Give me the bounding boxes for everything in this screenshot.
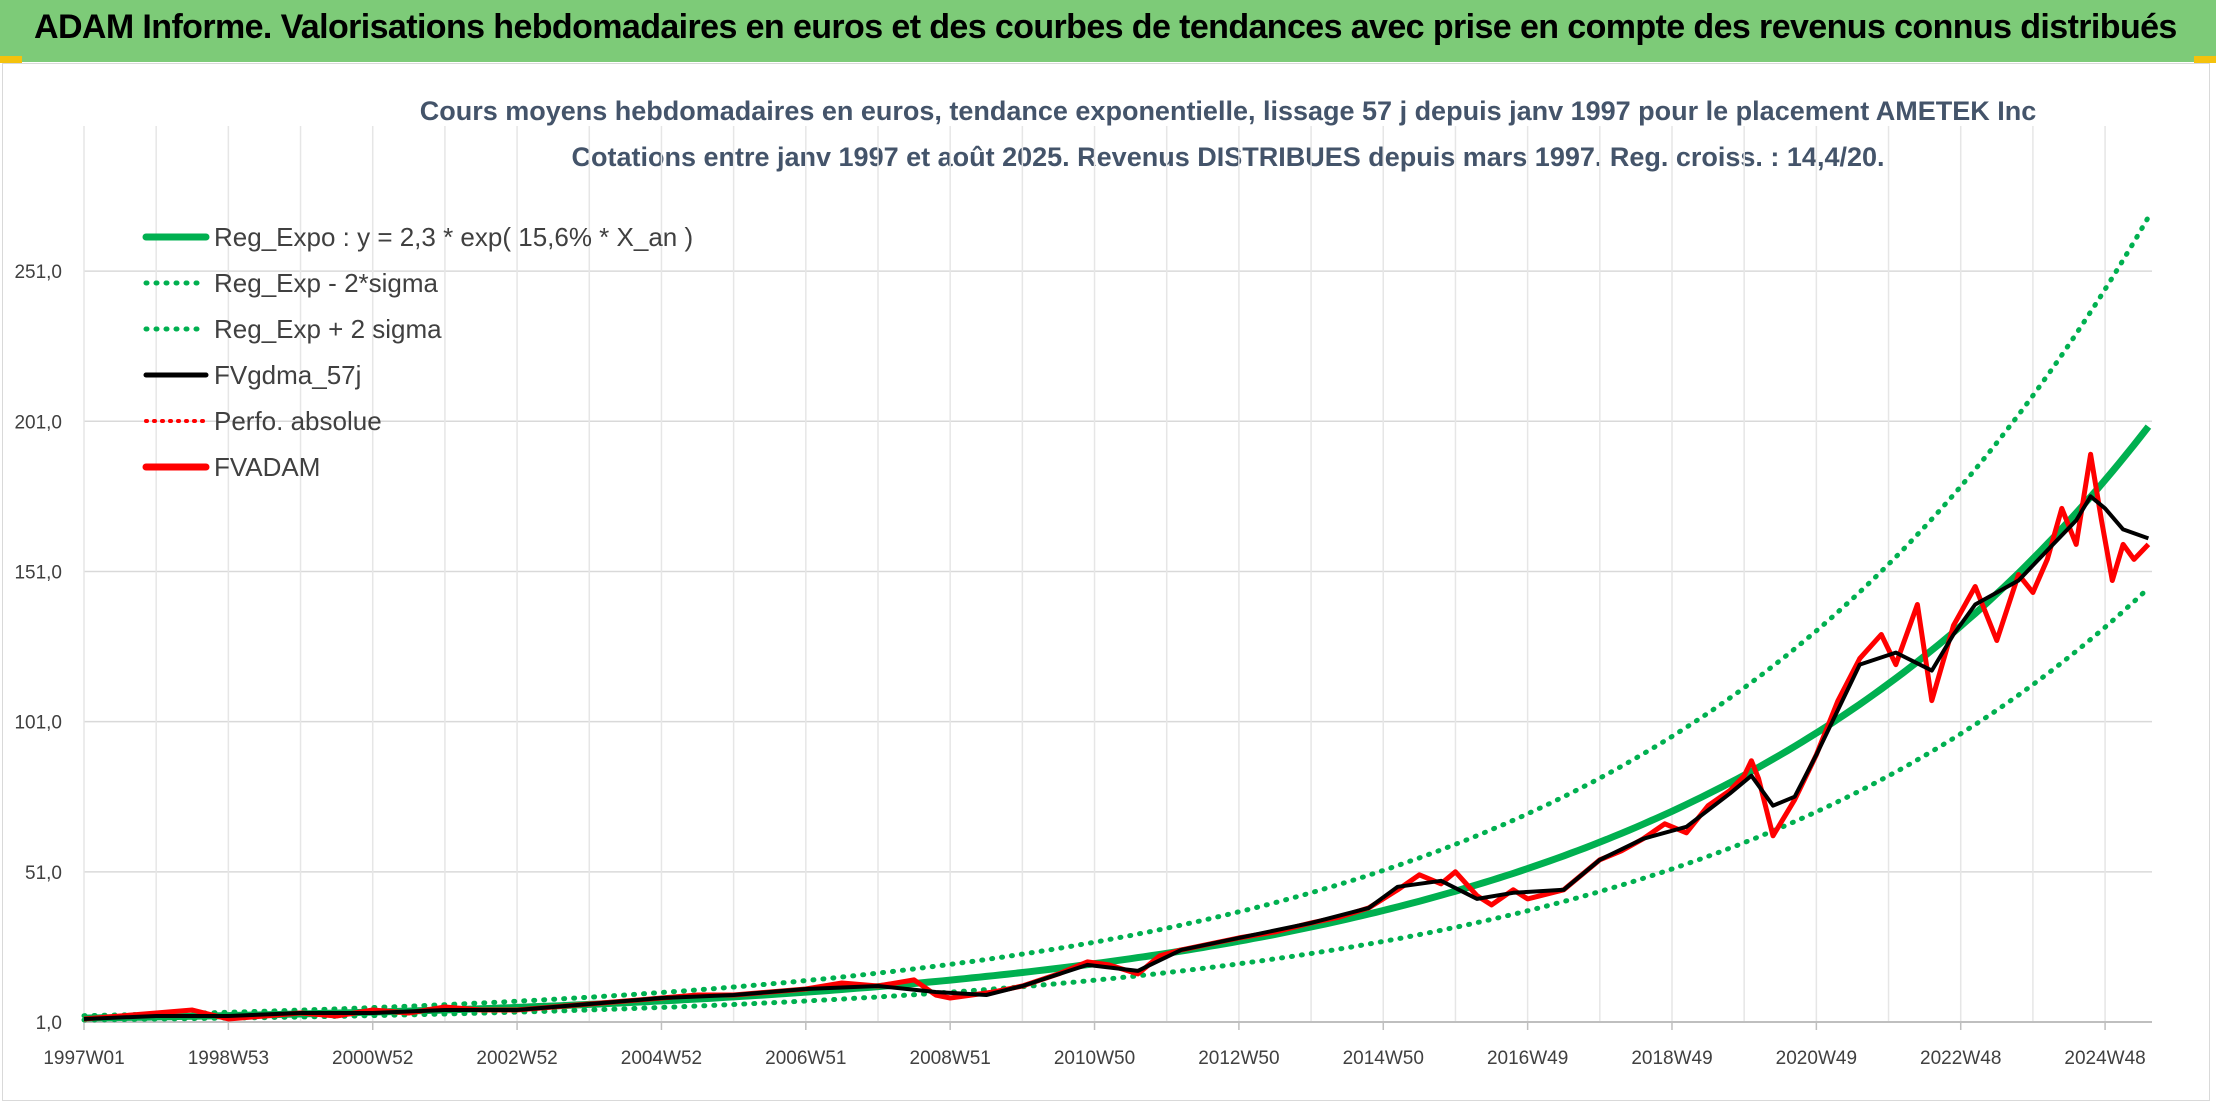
- legend-label: Reg_Exp - 2*sigma: [214, 268, 439, 298]
- x-tick-label: 2024W48: [2064, 1048, 2145, 1069]
- x-tick-label: 2002W52: [476, 1048, 557, 1069]
- legend-label: Reg_Expo : y = 2,3 * exp( 15,6% * X_an ): [214, 222, 693, 252]
- legend-label: FVADAM: [214, 452, 320, 482]
- gridlines: [83, 126, 2152, 1023]
- x-tick-label: 2000W52: [332, 1048, 413, 1069]
- report-title: ADAM Informe. Valorisations hebdomadaire…: [34, 8, 2177, 46]
- legend-label: Perfo. absolue: [214, 406, 382, 436]
- x-tick-label: 2006W51: [765, 1048, 846, 1069]
- x-tick-label: 2014W50: [1343, 1048, 1424, 1069]
- x-tick-label: 2018W49: [1631, 1048, 1712, 1069]
- x-tick-label: 2020W49: [1776, 1048, 1857, 1069]
- x-tick-label: 2016W49: [1487, 1048, 1568, 1069]
- legend: Reg_Expo : y = 2,3 * exp( 15,6% * X_an )…: [142, 222, 693, 482]
- plot-area: [81, 214, 2152, 1023]
- y-tick-label: 151,0: [14, 562, 62, 583]
- banner-corner-left: [0, 56, 22, 63]
- legend-item: Reg_Expo : y = 2,3 * exp( 15,6% * X_an ): [142, 222, 693, 252]
- chart-title: Cours moyens hebdomadaires en euros, ten…: [420, 96, 2037, 126]
- y-tick-label: 201,0: [14, 412, 62, 433]
- chart-frame: [2, 63, 2210, 1101]
- legend-label: Reg_Exp + 2 sigma: [214, 314, 442, 344]
- legend-item: Perfo. absolue: [144, 406, 382, 436]
- legend-item: FVgdma_57j: [143, 360, 361, 390]
- x-tick-label: 1998W53: [188, 1048, 269, 1069]
- x-tick-label: 2022W48: [1920, 1048, 2001, 1069]
- x-tick-label: 2008W51: [910, 1048, 991, 1069]
- axis-tick-labels: 1,0 51,0 101,0 151,0 201,0 251,0 1997W01 1998W5…: [14, 262, 2145, 1069]
- legend-item: Reg_Exp + 2 sigma: [143, 314, 442, 344]
- banner-corner-right: [2194, 56, 2216, 63]
- series-fvadam: [83, 451, 2151, 1022]
- legend-label: FVgdma_57j: [214, 360, 361, 390]
- legend-item: Reg_Exp - 2*sigma: [143, 268, 439, 298]
- series-reg-exp-minus-2sigma: [81, 585, 2151, 1023]
- y-tick-label: 51,0: [25, 863, 62, 884]
- series-fvgdma-57j: [83, 494, 2150, 1021]
- legend-item: FVADAM: [142, 452, 320, 482]
- y-tick-label: 251,0: [14, 262, 62, 283]
- chart-subtitle: Cotations entre janv 1997 et août 2025. …: [571, 142, 1884, 172]
- report-banner: ADAM Informe. Valorisations hebdomadaire…: [0, 0, 2216, 62]
- x-tick-label: 1997W01: [43, 1048, 124, 1069]
- x-tick-label: 2012W50: [1198, 1048, 1279, 1069]
- x-tick-label: 2004W52: [621, 1048, 702, 1069]
- y-tick-label: 101,0: [14, 713, 62, 734]
- x-tick-label: 2010W50: [1054, 1048, 1135, 1069]
- y-tick-label: 1,0: [36, 1013, 62, 1034]
